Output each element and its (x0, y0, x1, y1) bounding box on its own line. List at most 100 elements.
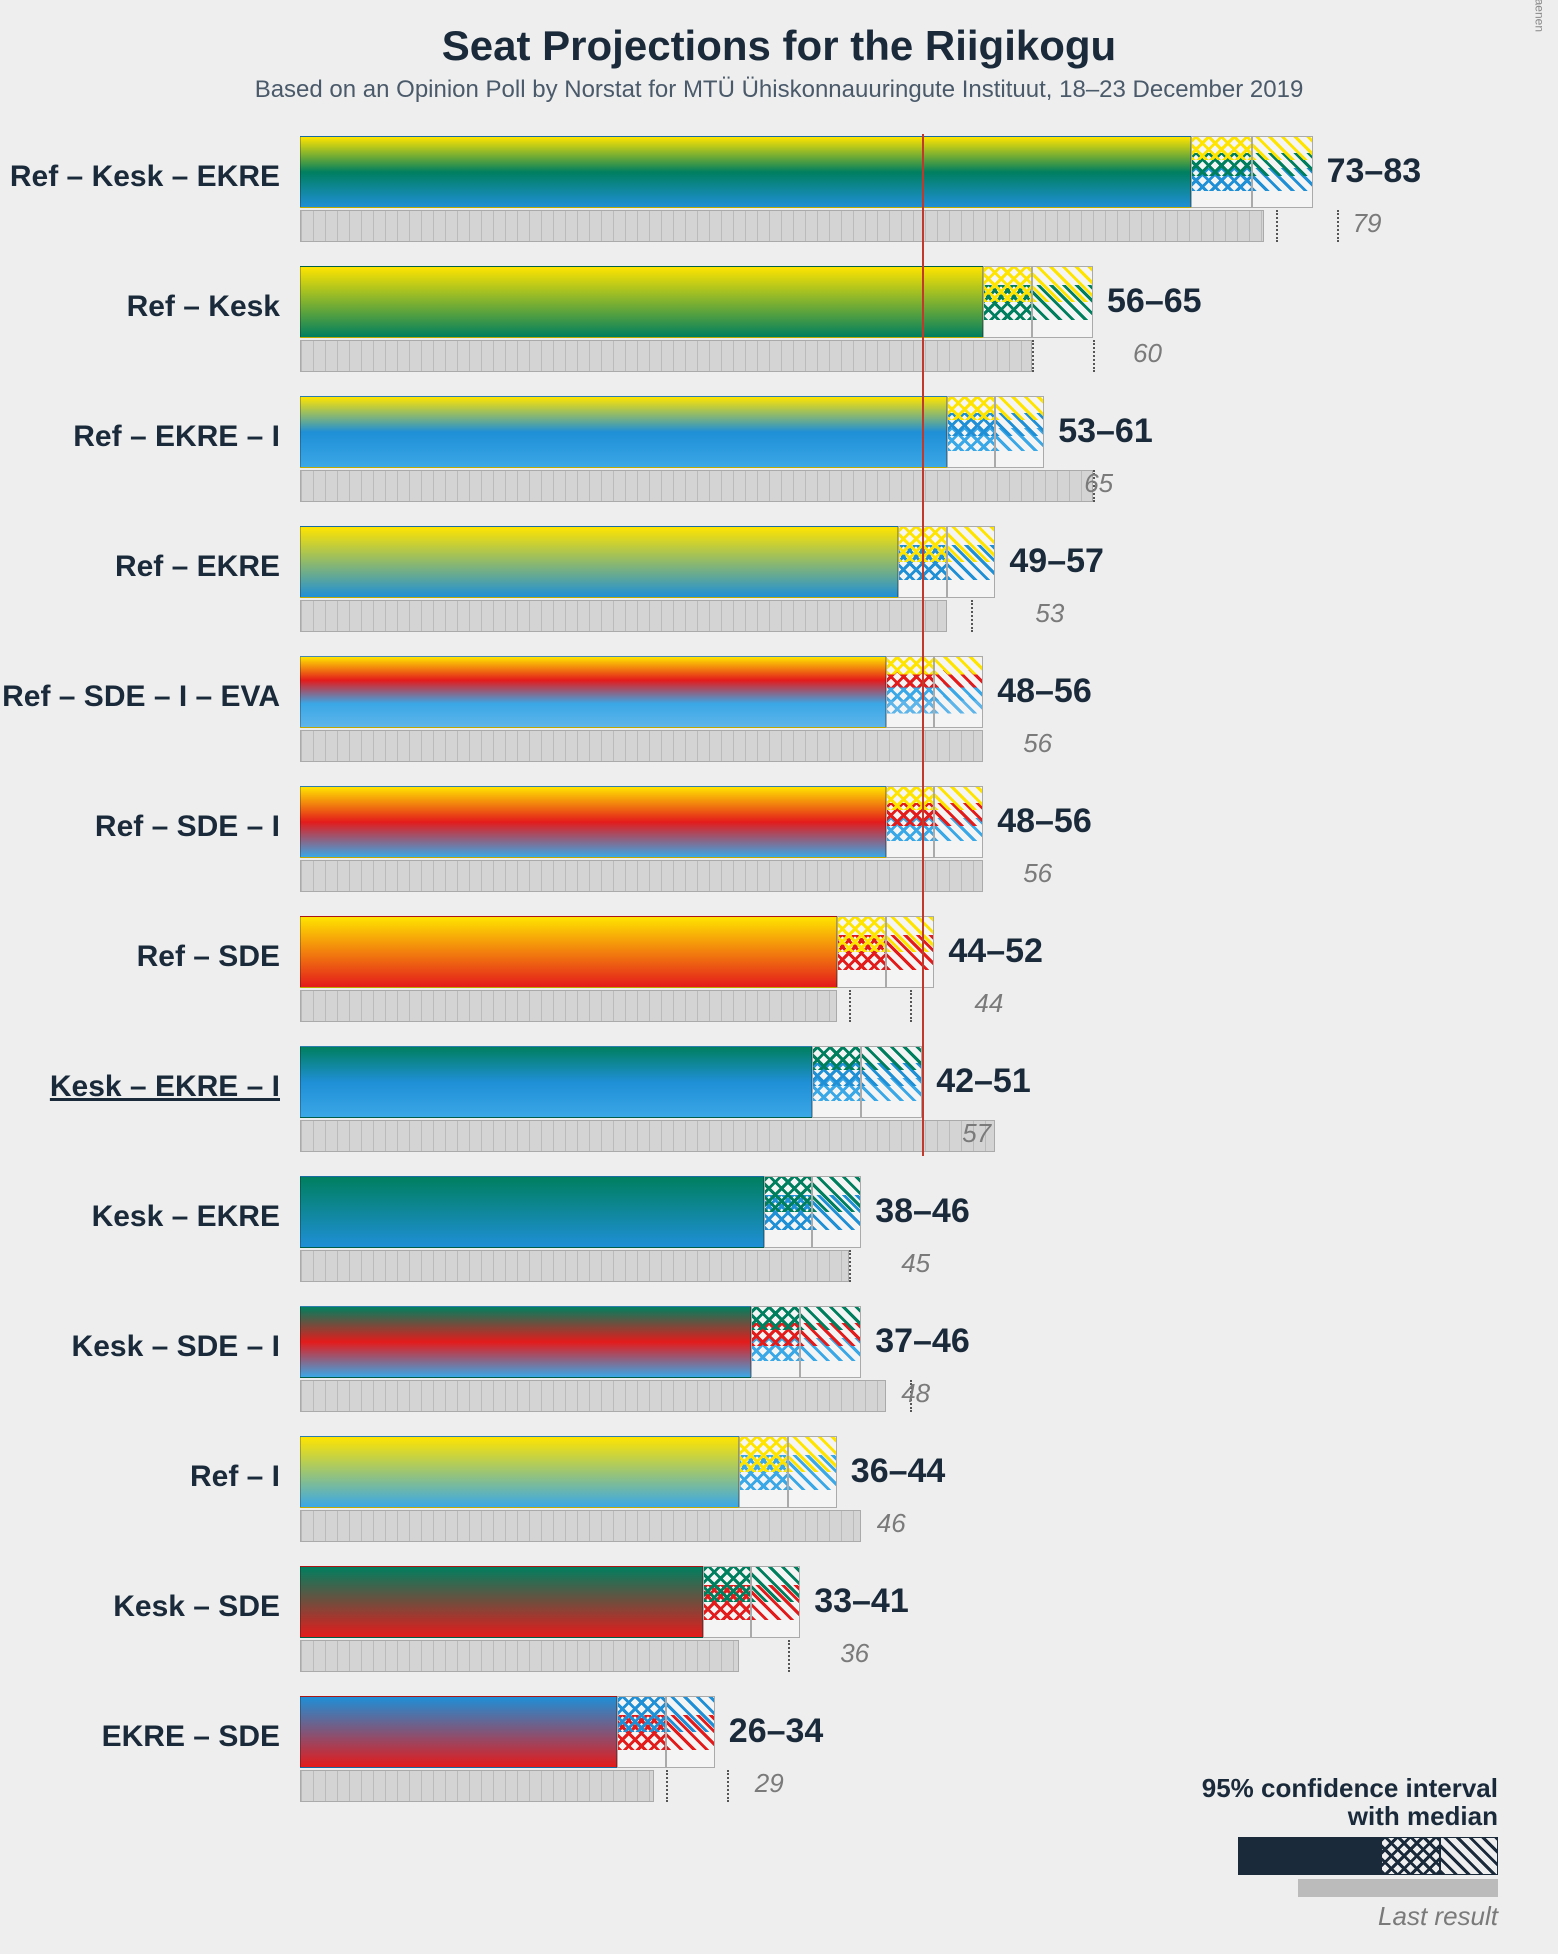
coalition-row: Kesk – EKRE38–4645 (0, 1170, 1558, 1300)
projection-bar (300, 1696, 715, 1768)
last-result-bar (300, 600, 947, 632)
last-result-bar (300, 470, 1093, 502)
last-result-label: 53 (1035, 598, 1064, 629)
last-result-bar (300, 1250, 849, 1282)
ci-upper-hatch (947, 526, 996, 598)
range-label: 48–56 (997, 802, 1092, 841)
projection-bar (300, 526, 995, 598)
last-result-label: 60 (1133, 338, 1162, 369)
coalition-label: Ref – EKRE (115, 550, 280, 584)
legend-ci-line1: 95% confidence interval (1202, 1773, 1498, 1803)
ci-upper-hatch (751, 1566, 800, 1638)
coalition-row: Kesk – SDE – I 37–46 48 (0, 1300, 1558, 1430)
ci-upper-hatch (1032, 266, 1093, 338)
last-result-label: 36 (840, 1638, 869, 1669)
last-result-bar (300, 1640, 739, 1672)
range-label: 26–34 (729, 1712, 824, 1751)
range-label: 48–56 (997, 672, 1092, 711)
ci-lower-hatch (983, 266, 1032, 338)
ci-upper-hatch (666, 1696, 715, 1768)
ci-lower-hatch (1191, 136, 1252, 208)
coalition-label: Ref – Kesk – EKRE (10, 160, 280, 194)
ci-lower-hatch (751, 1306, 800, 1378)
coalition-row: Ref – I 36–44 46 (0, 1430, 1558, 1560)
coalition-label: Ref – SDE – I (95, 810, 280, 844)
ci-lower-hatch (703, 1566, 752, 1638)
projection-bar (300, 656, 983, 728)
projection-bar (300, 1176, 861, 1248)
last-result-label: 79 (1353, 208, 1382, 239)
projection-bar (300, 1566, 800, 1638)
coalition-row: Ref – Kesk – EKRE 73–83 79 (0, 130, 1558, 260)
range-label: 37–46 (875, 1322, 970, 1361)
chart-subtitle: Based on an Opinion Poll by Norstat for … (0, 76, 1558, 104)
last-result-bar (300, 1380, 886, 1412)
coalition-label: Kesk – SDE (113, 1590, 280, 1624)
last-result-bar (300, 860, 983, 892)
ci-upper-hatch (886, 916, 935, 988)
legend-last-bar (1298, 1879, 1498, 1897)
last-result-label: 44 (974, 988, 1003, 1019)
ci-lower-hatch (764, 1176, 813, 1248)
range-label: 36–44 (851, 1452, 946, 1491)
last-result-bar (300, 1770, 654, 1802)
legend-ci-line2: with median (1348, 1801, 1498, 1831)
coalition-row: Ref – SDE – I – EVA 48–56 56 (0, 650, 1558, 780)
last-result-label: 29 (755, 1768, 784, 1799)
projection-bar (300, 1306, 861, 1378)
ci-upper-hatch (861, 1046, 922, 1118)
last-result-bar (300, 210, 1264, 242)
projection-bar (300, 266, 1093, 338)
coalition-label: EKRE – SDE (102, 1720, 280, 1754)
projection-bar (300, 786, 983, 858)
ci-upper-hatch (995, 396, 1044, 468)
range-label: 38–46 (875, 1192, 970, 1231)
projection-bar (300, 1046, 922, 1118)
range-label: 73–83 (1327, 152, 1422, 191)
ci-lower-hatch (837, 916, 886, 988)
range-label: 33–41 (814, 1582, 909, 1621)
legend: 95% confidence interval with median Last… (1202, 1774, 1498, 1932)
coalition-label: Kesk – SDE – I (72, 1330, 280, 1364)
ci-lower-hatch (947, 396, 996, 468)
coalition-row: Ref – Kesk56–6560 (0, 260, 1558, 390)
ci-lower-hatch (886, 656, 935, 728)
last-result-bar (300, 1120, 995, 1152)
range-label: 42–51 (936, 1062, 1031, 1101)
coalition-row: Ref – EKRE – I53–6165 (0, 390, 1558, 520)
range-label: 49–57 (1009, 542, 1104, 581)
last-result-label: 48 (901, 1378, 930, 1409)
projection-bar (300, 916, 934, 988)
ci-upper-hatch (812, 1176, 861, 1248)
range-label: 44–52 (948, 932, 1043, 971)
coalition-label: Ref – SDE (137, 940, 280, 974)
coalition-row: Ref – SDE 44–52 44 (0, 910, 1558, 1040)
ci-upper-hatch (800, 1306, 861, 1378)
ci-lower-hatch (812, 1046, 861, 1118)
last-result-label: 65 (1084, 468, 1113, 499)
chart-title: Seat Projections for the Riigikogu (0, 0, 1558, 70)
last-result-label: 46 (877, 1508, 906, 1539)
coalition-label: Ref – SDE – I – EVA (2, 680, 280, 714)
last-result-bar (300, 990, 837, 1022)
coalition-label: Kesk – EKRE – I (50, 1070, 280, 1104)
legend-ci-bar (1238, 1837, 1498, 1875)
range-label: 56–65 (1107, 282, 1202, 321)
ci-upper-hatch (1252, 136, 1313, 208)
majority-threshold-line (922, 134, 924, 1156)
ci-upper-hatch (934, 786, 983, 858)
coalition-row: Ref – SDE – I48–5656 (0, 780, 1558, 910)
ci-lower-hatch (739, 1436, 788, 1508)
coalition-label: Ref – I (190, 1460, 280, 1494)
last-result-bar (300, 1510, 861, 1542)
ci-lower-hatch (886, 786, 935, 858)
range-label: 53–61 (1058, 412, 1153, 451)
projection-bar (300, 396, 1044, 468)
coalition-label: Kesk – EKRE (92, 1200, 280, 1234)
ci-upper-hatch (788, 1436, 837, 1508)
coalition-row: Kesk – SDE 33–41 36 (0, 1560, 1558, 1690)
last-result-label: 56 (1023, 728, 1052, 759)
legend-last-label: Last result (1202, 1901, 1498, 1932)
projection-bar (300, 1436, 837, 1508)
copyright-text: © 2020 Filip van Laenen (1532, 0, 1546, 32)
